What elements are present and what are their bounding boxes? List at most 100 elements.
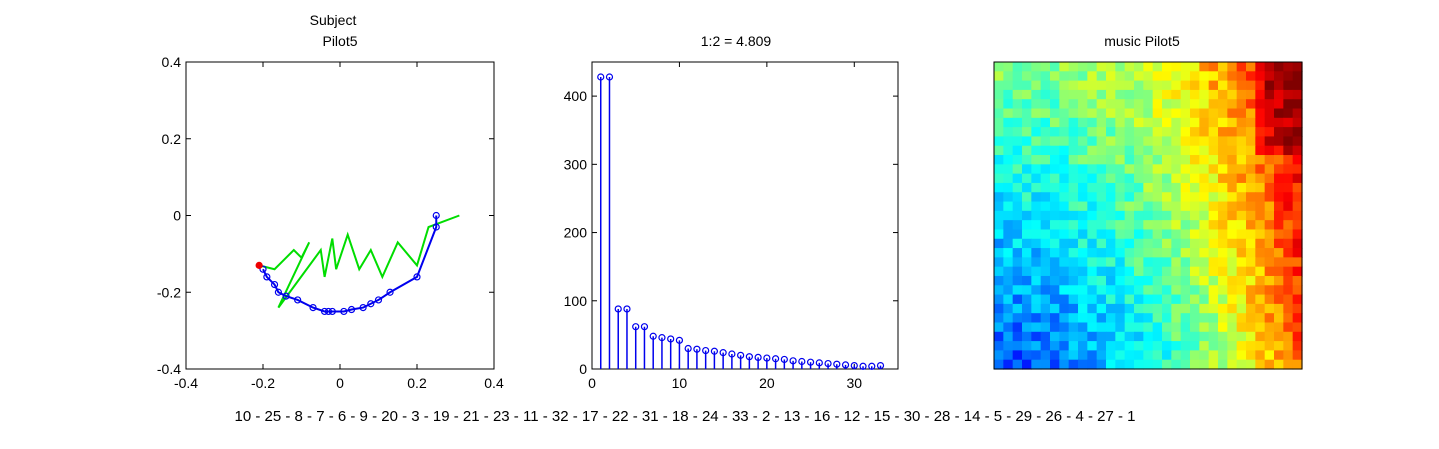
heatmap-cell bbox=[1264, 192, 1275, 203]
heatmap-cell bbox=[1180, 359, 1191, 370]
heatmap-cell bbox=[1096, 303, 1107, 314]
heatmap-cell bbox=[1143, 266, 1154, 277]
heatmap-cell bbox=[1143, 108, 1154, 119]
heatmap-cell bbox=[1078, 89, 1088, 100]
heatmap-cell bbox=[1162, 127, 1172, 138]
heatmap-cell bbox=[1134, 192, 1144, 203]
heatmap-cell bbox=[1264, 80, 1275, 91]
y-tick-label: -0.2 bbox=[157, 284, 181, 300]
heatmap-cell bbox=[1199, 322, 1210, 333]
heatmap-cell bbox=[1236, 257, 1247, 268]
heatmap-cell bbox=[1152, 313, 1163, 324]
heatmap-cell bbox=[1050, 350, 1060, 361]
heatmap-cell bbox=[1292, 266, 1303, 277]
heatmap-cell bbox=[1022, 322, 1032, 333]
x-tick-label: 0.2 bbox=[407, 375, 427, 391]
heatmap-cell bbox=[1087, 62, 1098, 72]
series-point-1 bbox=[259, 265, 267, 273]
heatmap-cell bbox=[1218, 71, 1228, 82]
heatmap-cell bbox=[1106, 229, 1116, 240]
heatmap-cell bbox=[1143, 71, 1154, 82]
heatmap-cell bbox=[1031, 155, 1042, 165]
heatmap-cell bbox=[1124, 136, 1135, 147]
heatmap-cell bbox=[1255, 210, 1266, 221]
heatmap-cell bbox=[1236, 303, 1247, 314]
heatmap-cell bbox=[1283, 108, 1294, 119]
heatmap-cell bbox=[1031, 229, 1042, 240]
heatmap-cell bbox=[1040, 257, 1051, 268]
heatmap-cell bbox=[1218, 294, 1228, 305]
heatmap-cell bbox=[1162, 108, 1172, 119]
heatmap-cell bbox=[994, 275, 1004, 286]
heatmap-cell bbox=[1096, 99, 1107, 110]
heatmap-cell bbox=[1274, 238, 1284, 249]
series-point-2 bbox=[255, 261, 263, 269]
heatmap-cell bbox=[1050, 145, 1060, 156]
heatmap-cell bbox=[1264, 350, 1275, 361]
heatmap-cell bbox=[1162, 155, 1172, 165]
heatmap-cell bbox=[1283, 99, 1294, 110]
heatmap-cell bbox=[1208, 62, 1219, 72]
heatmap-cell bbox=[1283, 331, 1294, 342]
heatmap-cell bbox=[1199, 89, 1210, 100]
heatmap-cell bbox=[1264, 173, 1275, 184]
heatmap-cell bbox=[1208, 136, 1219, 147]
heatmap-cell bbox=[1106, 257, 1116, 268]
heatmap-cell bbox=[1050, 127, 1060, 138]
heatmap-cell bbox=[1040, 331, 1051, 342]
heatmap-cell bbox=[1022, 173, 1032, 184]
heatmap-cell bbox=[1162, 62, 1172, 72]
heatmap-cell bbox=[1162, 294, 1172, 305]
heatmap-cell bbox=[1180, 303, 1191, 314]
heatmap-cell bbox=[1022, 210, 1032, 221]
heatmap-cell bbox=[1218, 192, 1228, 203]
heatmap-cell bbox=[1162, 136, 1172, 147]
heatmap-cell bbox=[1218, 350, 1228, 361]
heatmap-cell bbox=[1078, 248, 1088, 258]
heatmap-cell bbox=[1264, 285, 1275, 296]
heatmap-cell bbox=[1143, 117, 1154, 128]
heatmap-cell bbox=[1199, 275, 1210, 286]
heatmap-cell bbox=[1143, 99, 1154, 110]
heatmap-cell bbox=[1022, 238, 1032, 249]
heatmap-cell bbox=[1087, 294, 1098, 305]
heatmap-cell bbox=[1078, 359, 1088, 370]
heatmap-cell bbox=[1190, 155, 1200, 165]
heatmap-cell bbox=[1218, 210, 1228, 221]
stem-marker bbox=[667, 335, 675, 343]
heatmap-cell bbox=[1283, 127, 1294, 138]
heatmap-cell bbox=[1124, 155, 1135, 165]
heatmap-cell bbox=[1134, 127, 1144, 138]
heatmap-cell bbox=[1264, 238, 1275, 249]
heatmap-cell bbox=[1106, 99, 1116, 110]
heatmap-cell bbox=[1246, 89, 1256, 100]
heatmap-cell bbox=[1087, 71, 1098, 82]
heatmap-cell bbox=[1134, 164, 1144, 175]
heatmap-cell bbox=[1050, 341, 1060, 351]
heatmap-cell bbox=[1236, 275, 1247, 286]
heatmap-cell bbox=[1264, 71, 1275, 82]
heatmap-cell bbox=[1050, 62, 1060, 72]
heatmap-cell bbox=[1040, 201, 1051, 212]
heatmap-cell bbox=[1152, 229, 1163, 240]
heatmap-cell bbox=[1059, 229, 1070, 240]
heatmap-cell bbox=[1274, 257, 1284, 268]
heatmap-cell bbox=[994, 331, 1004, 342]
heatmap-cell bbox=[1143, 331, 1154, 342]
heatmap-cell bbox=[1255, 173, 1266, 184]
heatmap-cell bbox=[1040, 248, 1051, 258]
heatmap-cell bbox=[1180, 173, 1191, 184]
heatmap-cell bbox=[1115, 359, 1126, 370]
heatmap-cell bbox=[1180, 257, 1191, 268]
heatmap-cell bbox=[1171, 71, 1182, 82]
heatmap-cell bbox=[1236, 127, 1247, 138]
heatmap-cell bbox=[1236, 155, 1247, 165]
stem-marker bbox=[754, 353, 762, 362]
heatmap-cell bbox=[1274, 136, 1284, 147]
heatmap-cell bbox=[1124, 350, 1135, 361]
heatmap-cell bbox=[1274, 331, 1284, 342]
heatmap-cell bbox=[994, 294, 1004, 305]
heatmap-cell bbox=[1115, 155, 1126, 165]
heatmap-cell bbox=[1236, 164, 1247, 175]
stem-marker bbox=[859, 362, 867, 370]
